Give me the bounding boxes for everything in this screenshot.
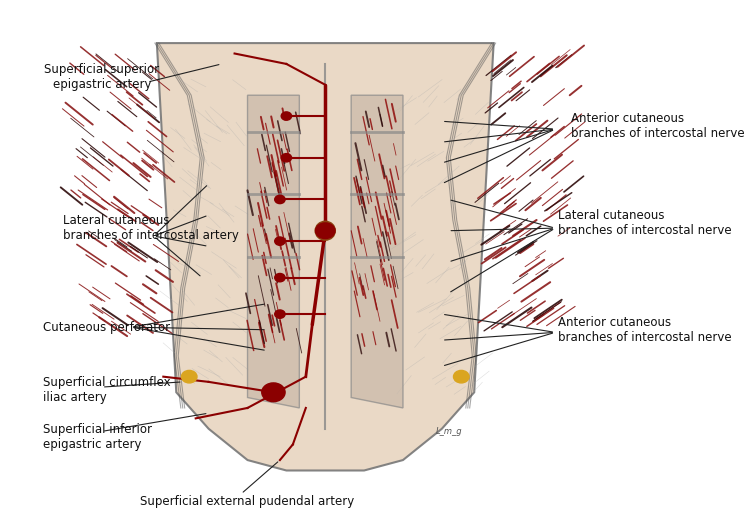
Text: Lateral cutaneous
branches of intercostal artery: Lateral cutaneous branches of intercosta… [63, 214, 239, 242]
Circle shape [315, 223, 335, 238]
Polygon shape [351, 95, 403, 408]
Text: Anterior cutaneous
branches of intercostal nerve: Anterior cutaneous branches of intercost… [572, 113, 745, 140]
Text: Lateral cutaneous
branches of intercostal nerve: Lateral cutaneous branches of intercosta… [559, 209, 732, 237]
Circle shape [274, 310, 285, 318]
Circle shape [262, 383, 285, 402]
Circle shape [281, 112, 292, 120]
Text: Anterior cutaneous
branches of intercostal nerve: Anterior cutaneous branches of intercost… [559, 316, 732, 344]
Text: Cutaneous perforator: Cutaneous perforator [44, 321, 170, 334]
Ellipse shape [317, 223, 333, 238]
Circle shape [182, 370, 197, 383]
Text: L_m_g: L_m_g [435, 427, 462, 436]
Polygon shape [157, 43, 494, 471]
Circle shape [453, 370, 469, 383]
Circle shape [274, 274, 285, 282]
Polygon shape [247, 95, 299, 408]
Text: Superficial inferior
epigastric artery: Superficial inferior epigastric artery [44, 423, 152, 451]
Circle shape [274, 195, 285, 204]
Text: Superficial circumflex
iliac artery: Superficial circumflex iliac artery [44, 376, 171, 403]
Text: Superficial superior
epigastric artery: Superficial superior epigastric artery [44, 63, 159, 91]
Circle shape [281, 154, 292, 162]
Text: Superficial external pudendal artery: Superficial external pudendal artery [140, 495, 354, 508]
Circle shape [274, 237, 285, 245]
